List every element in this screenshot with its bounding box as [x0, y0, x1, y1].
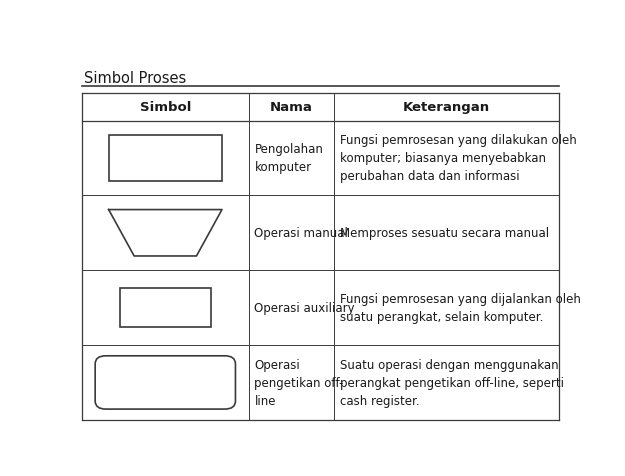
Bar	[109, 136, 222, 182]
Text: Simbol: Simbol	[139, 101, 191, 114]
Text: Keterangan: Keterangan	[402, 101, 490, 114]
Text: Operasi
pengetikan off-
line: Operasi pengetikan off- line	[254, 358, 344, 407]
Text: Nama: Nama	[270, 101, 312, 114]
Text: Memproses sesuatu secara manual: Memproses sesuatu secara manual	[340, 227, 549, 240]
Text: Suatu operasi dengan menggunakan
perangkat pengetikan off-line, seperti
cash reg: Suatu operasi dengan menggunakan perangk…	[340, 358, 564, 407]
Text: Simbol Proses: Simbol Proses	[84, 70, 186, 86]
Text: Pengolahan
komputer: Pengolahan komputer	[254, 143, 323, 174]
Text: Fungsi pemrosesan yang dilakukan oleh
komputer; biasanya menyebabkan
perubahan d: Fungsi pemrosesan yang dilakukan oleh ko…	[340, 134, 576, 183]
Bar	[120, 288, 211, 327]
Text: Operasi auxiliary: Operasi auxiliary	[254, 301, 355, 315]
Text: Operasi manual: Operasi manual	[254, 227, 348, 240]
Text: Fungsi pemrosesan yang dijalankan oleh
suatu perangkat, selain komputer.: Fungsi pemrosesan yang dijalankan oleh s…	[340, 292, 581, 323]
